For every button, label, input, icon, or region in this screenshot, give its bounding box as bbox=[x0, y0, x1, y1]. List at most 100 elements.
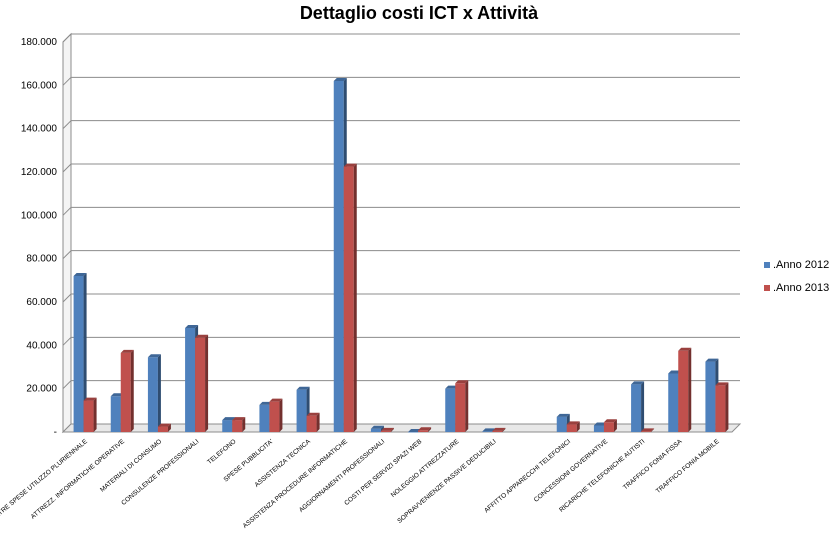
bar-side bbox=[353, 163, 357, 433]
bar-top bbox=[593, 422, 607, 426]
bar-front bbox=[120, 352, 131, 432]
bar-front bbox=[408, 432, 419, 433]
bar-top bbox=[222, 417, 236, 421]
bar bbox=[408, 429, 422, 433]
bar bbox=[455, 380, 469, 432]
bar-side bbox=[157, 354, 161, 432]
bar-front bbox=[705, 361, 716, 432]
bar-top bbox=[185, 325, 199, 328]
bar-top bbox=[678, 347, 692, 351]
chart-title: Dettaglio costi ICT x Attività bbox=[299, 3, 539, 23]
bar-side bbox=[167, 423, 171, 432]
bar-front bbox=[668, 373, 679, 432]
bar-side bbox=[725, 382, 729, 432]
bar-top bbox=[418, 427, 432, 431]
bar bbox=[631, 381, 645, 432]
legend-label: .Anno 2013 bbox=[773, 282, 829, 294]
bar-top bbox=[259, 401, 273, 405]
bar-front bbox=[195, 337, 206, 432]
gridline-depth bbox=[62, 76, 72, 86]
bar bbox=[306, 412, 320, 432]
bar-top bbox=[306, 412, 320, 416]
bar bbox=[380, 427, 394, 432]
y-tick-label: 40.000 bbox=[26, 340, 57, 351]
gridline-depth bbox=[62, 293, 72, 303]
bar-top bbox=[157, 423, 171, 427]
bar-side bbox=[130, 349, 134, 432]
bar-front bbox=[370, 428, 381, 432]
bar-top bbox=[269, 398, 283, 402]
y-tick-label: 100.000 bbox=[21, 210, 58, 221]
bar-front bbox=[418, 430, 429, 432]
bar bbox=[343, 163, 357, 433]
bar-front bbox=[482, 431, 493, 432]
bar-top bbox=[343, 163, 357, 167]
x-tick-label: CONCESSIONI GOVERNATIVE bbox=[533, 438, 610, 504]
bar bbox=[566, 421, 580, 432]
bar bbox=[120, 349, 134, 432]
bar-top bbox=[147, 354, 161, 358]
bar-side bbox=[688, 347, 692, 432]
legend-label: .Anno 2012 bbox=[773, 259, 829, 271]
bar-side bbox=[205, 334, 209, 432]
bar-top bbox=[631, 381, 645, 385]
bar bbox=[157, 423, 171, 432]
bar bbox=[232, 417, 246, 432]
bar-top bbox=[232, 417, 246, 421]
bar-front bbox=[110, 396, 121, 432]
bar-front bbox=[678, 350, 689, 432]
bar-front bbox=[641, 431, 652, 432]
y-tick-label: 60.000 bbox=[26, 297, 57, 308]
y-tick-label: 160.000 bbox=[21, 80, 58, 91]
bar bbox=[641, 428, 655, 432]
bar-front bbox=[566, 424, 577, 432]
bar-side bbox=[279, 398, 283, 432]
bar-top bbox=[455, 380, 469, 384]
bar-front bbox=[631, 384, 642, 432]
gridline-depth bbox=[62, 120, 72, 130]
bar-top bbox=[603, 419, 617, 423]
bar-top bbox=[120, 349, 134, 353]
bar bbox=[269, 398, 283, 432]
x-tick-label: TRAFFICO FONIA MOBILE bbox=[655, 438, 721, 495]
bar-front bbox=[269, 401, 280, 432]
gridline-depth bbox=[62, 380, 72, 390]
bar-top bbox=[83, 397, 97, 401]
gridline-depth bbox=[62, 33, 72, 43]
bar-front bbox=[73, 276, 84, 432]
bar bbox=[603, 419, 617, 432]
bar-front bbox=[306, 415, 317, 432]
bar-front bbox=[593, 425, 604, 432]
bar-side bbox=[465, 380, 469, 432]
gridline-depth bbox=[62, 250, 72, 260]
y-tick-label: 80.000 bbox=[26, 254, 57, 265]
bar-top bbox=[641, 428, 655, 432]
bar-front bbox=[445, 388, 456, 432]
bar-side bbox=[93, 397, 97, 432]
gridline-depth bbox=[62, 336, 72, 346]
gridline-depth bbox=[62, 163, 72, 173]
bar-top bbox=[705, 358, 719, 362]
bar-side bbox=[576, 421, 580, 432]
bar bbox=[195, 334, 209, 432]
bar-side bbox=[502, 427, 506, 432]
bar-front bbox=[147, 357, 158, 432]
bar bbox=[147, 354, 161, 432]
y-tick-label: 180.000 bbox=[21, 37, 58, 48]
x-tick-label: CONSULENZE PROFESSIONALI bbox=[120, 438, 200, 507]
gridline-depth bbox=[62, 206, 72, 216]
bar-side bbox=[651, 428, 655, 432]
bar-front bbox=[380, 430, 391, 432]
x-tick-label: TELEFONO bbox=[206, 438, 237, 466]
y-tick-label: 120.000 bbox=[21, 167, 58, 178]
bar-front bbox=[715, 385, 726, 432]
bar-top bbox=[556, 413, 570, 417]
bar-top bbox=[370, 425, 384, 429]
bar-front bbox=[603, 422, 614, 432]
bar-front bbox=[455, 383, 466, 432]
bar bbox=[418, 427, 432, 432]
bar-side bbox=[613, 419, 617, 432]
bar-front bbox=[259, 404, 270, 432]
